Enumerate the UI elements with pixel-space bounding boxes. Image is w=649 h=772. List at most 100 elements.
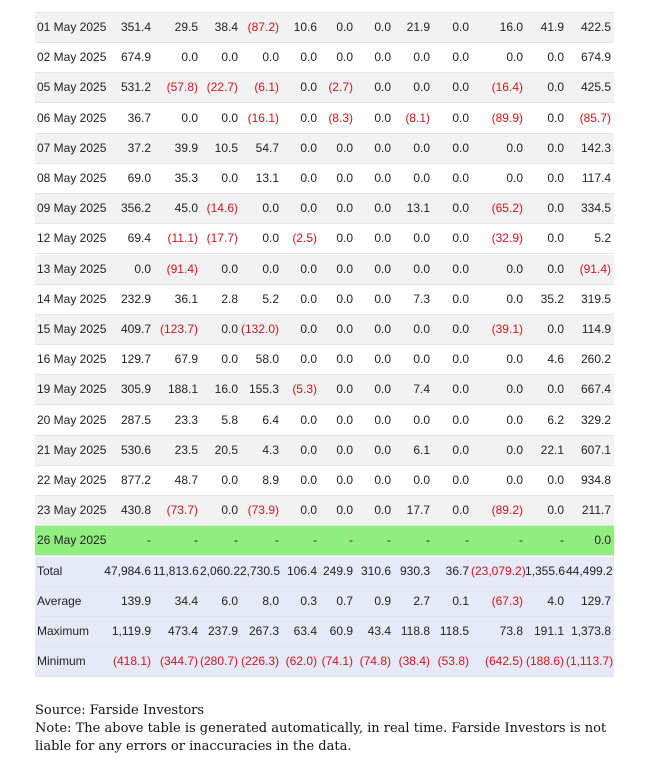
value-cell: - [147,533,151,548]
value-cell: 0.0 [452,20,469,34]
value-cell: 351.4 [120,20,151,34]
value-cell: 334.5 [580,201,611,216]
value-cell: 0.0 [452,201,469,216]
value-cell: 0.0 [262,50,279,65]
value-cell: 0.0 [300,80,317,95]
value-cell: 2,730.5 [240,563,281,578]
value-cell: (23,079.2) [471,563,526,578]
value-cell: (67.3) [491,593,523,608]
value-cell: - [194,533,198,548]
value-cell: 0.0 [262,201,279,216]
value-cell: (418.1) [112,654,151,669]
value-cell: 0.0 [374,80,391,95]
value-cell: 39.9 [174,140,198,155]
value-cell: 0.0 [547,382,564,397]
value-cell: 0.0 [506,473,523,487]
value-cell: 1,373.8 [570,624,611,638]
table-row: 01 May 2025 351.4 29.5 38.4 (87.2) 10.6 0.0 0.0… [35,13,614,43]
value-cell: 0.0 [336,322,353,336]
value-cell: 0.0 [300,171,317,185]
value-cell: (39.1) [491,322,523,336]
value-cell: (280.7) [200,654,239,669]
value-cell: (65.2) [491,201,523,216]
value-cell: (188.6) [525,654,564,669]
value-cell: 0.0 [506,171,523,185]
value-cell: 0.0 [452,412,469,427]
value-cell: 8.0 [262,593,279,608]
value-cell: 0.0 [506,291,523,306]
value-cell: 10.6 [293,20,317,34]
value-cell: 63.4 [293,624,317,638]
row-label: Total [37,563,63,578]
value-cell: 0.0 [336,171,353,185]
value-cell: 0.7 [336,593,353,608]
row-label: 05 May 2025 [37,80,107,95]
value-cell: 73.8 [499,624,523,638]
value-cell: 0.0 [336,352,353,367]
value-cell: - [234,533,238,548]
value-cell: 38.4 [214,20,238,34]
value-cell: 237.9 [207,624,238,638]
value-cell: 0.0 [452,140,469,155]
value-cell: 0.0 [413,50,430,65]
value-cell: 267.3 [248,624,279,638]
value-cell: - [313,533,317,548]
value-cell: (8.1) [405,110,430,125]
value-cell: (16.1) [247,110,279,125]
table-row: 22 May 2025 877.2 48.7 0.0 8.9 0.0 0.0 0.0 0.0 0.… [35,466,614,496]
value-cell: 0.0 [506,442,523,457]
value-cell: (87.2) [247,20,279,34]
value-cell: 0.0 [452,291,469,306]
table-row: 19 May 2025 305.9 188.1 16.0 155.3 (5.3) 0.0 0.… [35,375,614,406]
value-cell: 0.0 [547,322,564,336]
value-cell: 0.0 [336,442,353,457]
value-cell: 0.0 [452,322,469,336]
value-cell: 0.0 [336,382,353,397]
value-cell: 6.1 [413,442,430,457]
table-row: Minimum (418.1) (344.7) (280.7) (226.3) (62.0… [35,647,614,678]
value-cell: 0.0 [506,140,523,155]
value-cell: 0.0 [374,473,391,487]
value-cell: 0.0 [506,261,523,276]
row-label: 07 May 2025 [37,140,107,155]
value-cell: 4.3 [262,442,279,457]
value-cell: 118.8 [400,624,430,638]
value-cell: 0.0 [221,322,238,336]
value-cell: 0.0 [336,231,353,246]
value-cell: 13.1 [406,201,430,216]
value-cell: (74.8) [359,654,391,669]
value-cell: 11,813.6 [153,563,199,578]
value-cell: - [519,533,523,548]
value-cell: 930.3 [399,563,430,578]
value-cell: 0.0 [300,201,317,216]
value-cell: 0.0 [594,533,611,548]
value-cell: 0.0 [452,261,469,276]
value-cell: 0.0 [413,322,430,336]
value-cell: 0.0 [300,352,317,367]
value-cell: 41.9 [540,20,564,34]
value-cell: 6.0 [221,593,238,608]
value-cell: 117.4 [581,171,611,185]
value-cell: (16.4) [491,80,523,95]
value-cell: - [465,533,469,548]
value-cell: 2,060.2 [200,563,241,578]
value-cell: 0.0 [300,140,317,155]
value-cell: 6.4 [262,412,279,427]
value-cell: - [426,533,430,548]
value-cell: 142.3 [580,140,611,155]
value-cell: 0.0 [413,352,430,367]
value-cell: 36.7 [445,563,469,578]
value-cell: 1,119.9 [111,624,151,638]
value-cell: (11.1) [167,231,198,246]
table-row: 02 May 2025 674.9 0.0 0.0 0.0 0.0 0.0 0.0 0.0 0.0… [35,43,614,74]
value-cell: 188.1 [167,382,198,397]
value-cell: 129.7 [120,352,151,367]
value-cell: 319.5 [580,291,611,306]
value-cell: 425.5 [580,80,611,95]
value-cell: 43.4 [367,624,391,638]
value-cell: 249.9 [322,563,353,578]
value-cell: 48.7 [174,473,198,487]
value-cell: 0.0 [221,503,238,518]
value-cell: (62.0) [285,654,317,669]
value-cell: 0.0 [374,20,391,34]
